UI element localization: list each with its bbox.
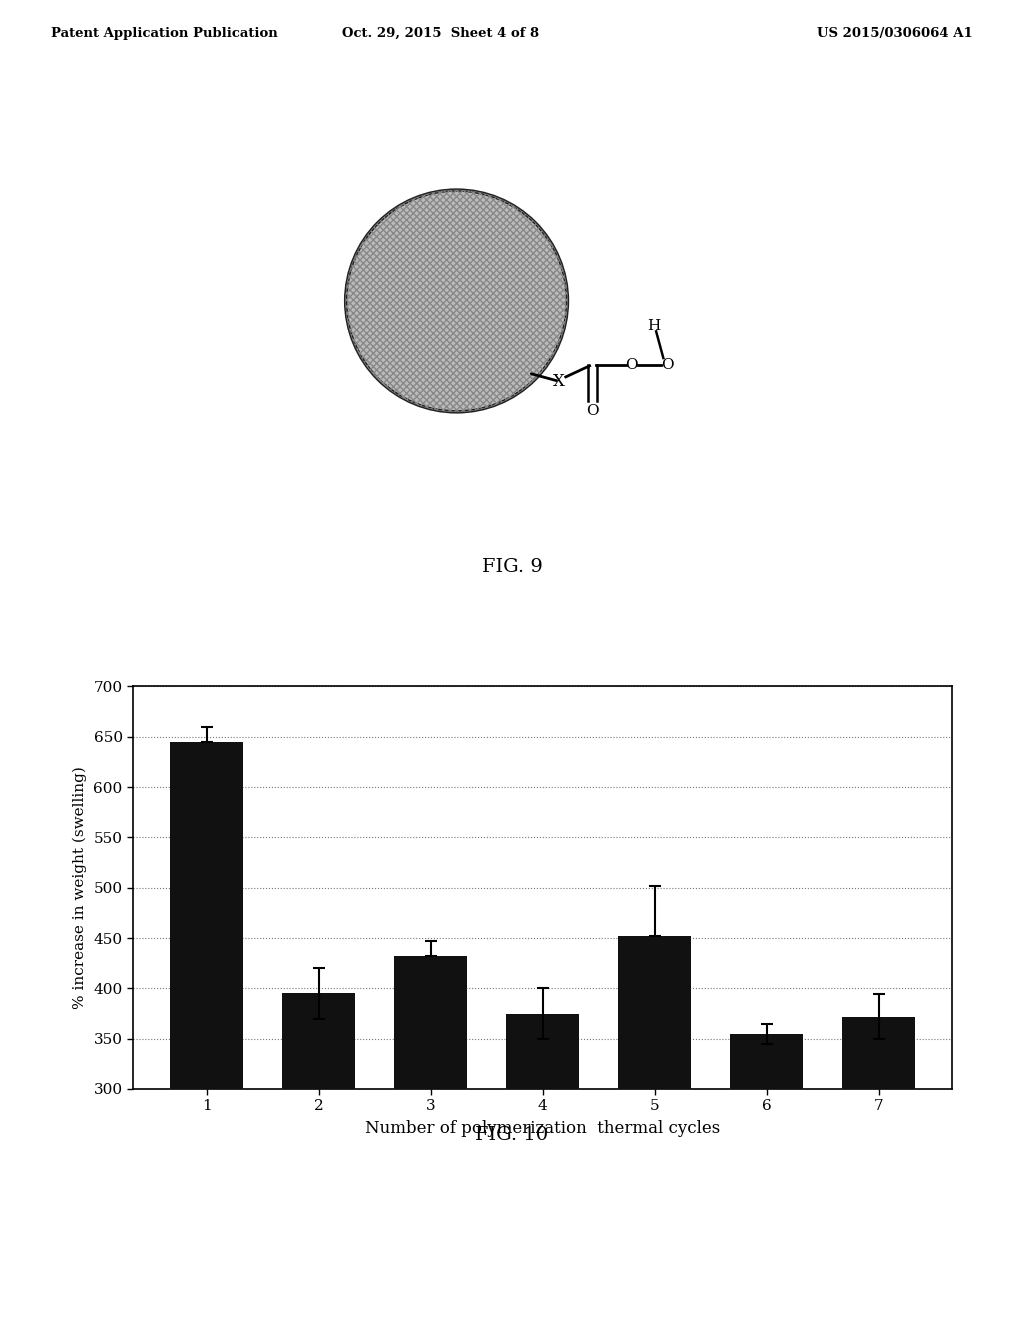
Bar — [394, 956, 467, 1089]
Text: Oct. 29, 2015  Sheet 4 of 8: Oct. 29, 2015 Sheet 4 of 8 — [342, 26, 539, 40]
Text: US 2015/0306064 A1: US 2015/0306064 A1 — [817, 26, 973, 40]
Text: FIG. 10: FIG. 10 — [475, 1126, 549, 1144]
Bar — [506, 1014, 580, 1089]
Bar — [618, 936, 691, 1089]
Bar — [730, 1034, 803, 1089]
Text: X: X — [553, 372, 565, 389]
Text: O: O — [660, 358, 674, 372]
Text: O: O — [625, 358, 638, 372]
Text: FIG. 9: FIG. 9 — [481, 558, 543, 576]
Text: Patent Application Publication: Patent Application Publication — [51, 26, 278, 40]
Bar — [843, 1016, 915, 1089]
Circle shape — [346, 190, 567, 412]
Bar — [283, 994, 355, 1089]
X-axis label: Number of polymerization  thermal cycles: Number of polymerization thermal cycles — [366, 1121, 720, 1138]
Text: O: O — [586, 404, 599, 417]
Y-axis label: % increase in weight (swelling): % increase in weight (swelling) — [72, 767, 86, 1008]
Bar — [170, 742, 243, 1089]
Text: H: H — [647, 319, 660, 333]
